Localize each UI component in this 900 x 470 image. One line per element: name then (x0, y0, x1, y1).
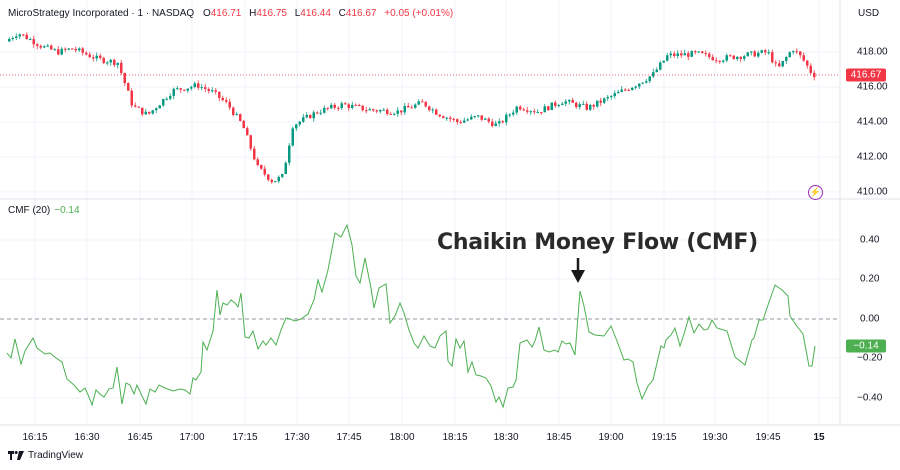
time-tick: 16:15 (22, 432, 48, 443)
time-tick: 17:30 (284, 432, 310, 443)
time-tick: 18:00 (389, 432, 415, 443)
time-tick: 17:15 (232, 432, 258, 443)
ohlc-open: O416.71 (202, 8, 242, 19)
time-tick: 19:00 (598, 432, 624, 443)
cmf-tick: 0.00 (860, 313, 880, 325)
time-tick: 18:45 (546, 432, 572, 443)
cmf-last-value-tag: −0.14 (846, 339, 886, 353)
price-tick: 414.00 (857, 116, 888, 128)
cmf-tick: 0.20 (860, 273, 880, 285)
time-tick: 17:00 (179, 432, 205, 443)
currency-label[interactable]: USD (858, 8, 880, 19)
cmf-legend[interactable]: CMF (20) −0.14 (8, 205, 80, 216)
price-tick: 410.00 (857, 186, 888, 198)
cmf-title: CMF (20) (8, 205, 51, 216)
time-tick: 16:45 (127, 432, 153, 443)
time-tick: 16:30 (74, 432, 100, 443)
last-price-tag: 416.67 (846, 68, 886, 82)
time-tick: 19:30 (702, 432, 728, 443)
ohlc-low: L416.44 (294, 8, 331, 19)
lightning-bolt-icon[interactable]: ⚡ (808, 185, 823, 200)
time-tick: 17:45 (336, 432, 362, 443)
cmf-tick: 0.40 (860, 234, 880, 246)
symbol-legend: MicroStrategy Incorporated · 1 · NASDAQ … (8, 8, 453, 19)
price-tick: 412.00 (857, 151, 888, 163)
time-tick: 18:15 (442, 432, 468, 443)
ohlc-high: H416.75 (249, 8, 287, 19)
symbol-title: MicroStrategy Incorporated · 1 · NASDAQ (8, 8, 195, 19)
tradingview-label: TradingView (28, 450, 84, 461)
ohlc-close: C416.67 (338, 8, 377, 19)
cmf-annotation-label: Chaikin Money Flow (CMF) (437, 230, 758, 255)
cmf-tick: −0.40 (857, 392, 883, 404)
cmf-tick: −0.20 (857, 352, 883, 364)
price-tick: 418.00 (857, 46, 888, 58)
tradingview-logo-icon (8, 451, 24, 460)
down-arrow-head-icon (571, 270, 585, 283)
price-tick: 416.00 (857, 81, 888, 93)
tradingview-branding[interactable]: TradingView (8, 450, 83, 461)
cmf-value: −0.14 (54, 205, 80, 216)
time-tick-day: 15 (813, 432, 825, 443)
time-tick: 19:15 (651, 432, 677, 443)
price-change: +0.05 (+0.01%) (384, 8, 454, 19)
time-tick: 19:45 (755, 432, 781, 443)
time-tick: 18:30 (493, 432, 519, 443)
